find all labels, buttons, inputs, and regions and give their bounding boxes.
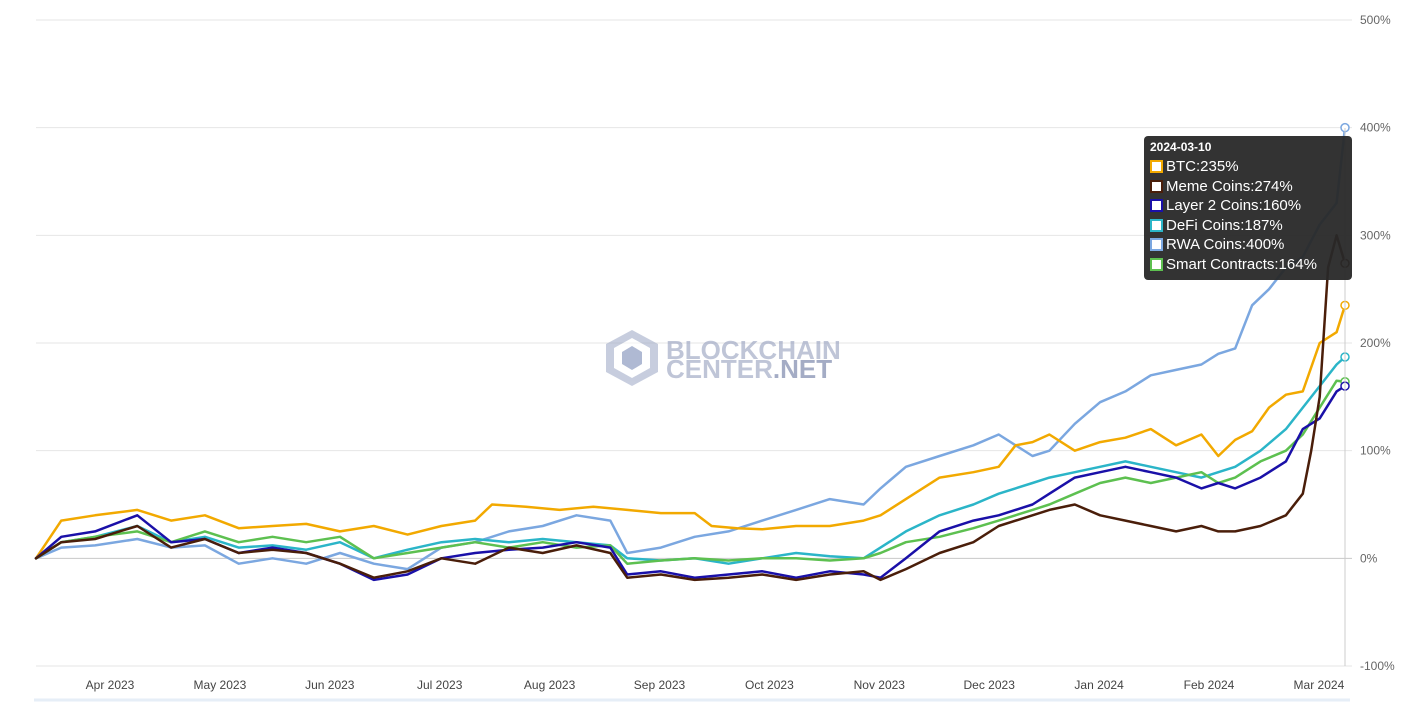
tooltip-series-value: 274% xyxy=(1254,177,1293,195)
tooltip-row: DeFi Coins: 187% xyxy=(1150,216,1346,236)
tooltip-series-name: BTC xyxy=(1166,158,1196,176)
cube-logo-icon xyxy=(606,330,658,386)
tooltip-row: BTC: 235% xyxy=(1150,157,1346,177)
x-tick-label: Aug 2023 xyxy=(524,678,576,692)
x-tick-label: May 2023 xyxy=(194,678,247,692)
tooltip-swatch xyxy=(1150,179,1163,193)
series-lines xyxy=(34,126,1347,582)
x-tick-label: Jun 2023 xyxy=(305,678,355,692)
tooltip-row: Layer 2 Coins: 160% xyxy=(1150,196,1346,216)
tooltip-series-value: 164% xyxy=(1278,255,1317,273)
tooltip-series-name: RWA Coins xyxy=(1166,236,1242,254)
y-tick-label: -100% xyxy=(1360,659,1395,673)
tooltip-swatch xyxy=(1150,160,1163,174)
tooltip: 2024-03-10 BTC: 235% Meme Coins: 274% Laye… xyxy=(1144,136,1352,280)
series-line-btc[interactable] xyxy=(34,304,1347,560)
series-line-meme-coins[interactable] xyxy=(34,234,1347,582)
x-tick-label: Mar 2024 xyxy=(1294,678,1345,692)
tooltip-series-value: 235% xyxy=(1200,158,1239,176)
x-tick-label: Apr 2023 xyxy=(86,678,135,692)
x-tick-label: Dec 2023 xyxy=(964,678,1016,692)
x-tick-label: Jul 2023 xyxy=(417,678,463,692)
tooltip-series-name: DeFi Coins xyxy=(1166,216,1241,234)
tooltip-series-value: 400% xyxy=(1246,236,1285,254)
y-tick-label: 500% xyxy=(1360,13,1391,27)
tooltip-rows: BTC: 235% Meme Coins: 274% Layer 2 Coins: … xyxy=(1150,157,1346,274)
tooltip-row: Smart Contracts: 164% xyxy=(1150,255,1346,275)
tooltip-series-name: Smart Contracts xyxy=(1166,255,1275,273)
x-tick-label: Jan 2024 xyxy=(1074,678,1124,692)
tooltip-swatch xyxy=(1150,199,1163,213)
series-line-defi-coins[interactable] xyxy=(34,355,1347,565)
tooltip-series-name: Layer 2 Coins xyxy=(1166,197,1259,215)
x-tick-label: Sep 2023 xyxy=(634,678,686,692)
tooltip-swatch xyxy=(1150,257,1163,271)
x-tick-label: Oct 2023 xyxy=(745,678,794,692)
series-line-rwa-coins[interactable] xyxy=(34,126,1347,571)
tooltip-swatch xyxy=(1150,238,1163,252)
y-tick-label: 100% xyxy=(1360,444,1391,458)
y-tick-label: 0% xyxy=(1360,551,1378,565)
series-line-smart-contracts[interactable] xyxy=(34,379,1347,565)
watermark-line2b: .NET xyxy=(773,354,832,384)
tooltip-swatch xyxy=(1150,218,1163,232)
svg-text:CENTER.NET: CENTER.NET xyxy=(666,354,832,384)
y-tick-label: 200% xyxy=(1360,336,1391,350)
tooltip-row: RWA Coins: 400% xyxy=(1150,235,1346,255)
y-tick-label: 400% xyxy=(1360,121,1391,135)
x-tick-label: Feb 2024 xyxy=(1184,678,1235,692)
tooltip-series-value: 160% xyxy=(1262,197,1302,215)
x-axis-ticks: Apr 2023 May 2023 Jun 2023 Jul 2023 Aug 2023… xyxy=(86,678,1345,692)
watermark-line2a: CENTER xyxy=(666,354,773,384)
watermark-logo: BLOCKCHAIN CENTER.NET xyxy=(606,330,841,386)
tooltip-series-name: Meme Coins xyxy=(1166,177,1251,195)
watermark-line1: BLOCKCHAIN xyxy=(666,335,841,365)
y-tick-label: 300% xyxy=(1360,228,1391,242)
tooltip-series-value: 187% xyxy=(1244,216,1283,234)
x-tick-label: Nov 2023 xyxy=(854,678,906,692)
y-axis-ticks: 500% 400% 300% 200% 100% 0% -100% xyxy=(1360,13,1395,673)
tooltip-date: 2024-03-10 xyxy=(1150,140,1212,154)
tooltip-row: Meme Coins: 274% xyxy=(1150,177,1346,197)
